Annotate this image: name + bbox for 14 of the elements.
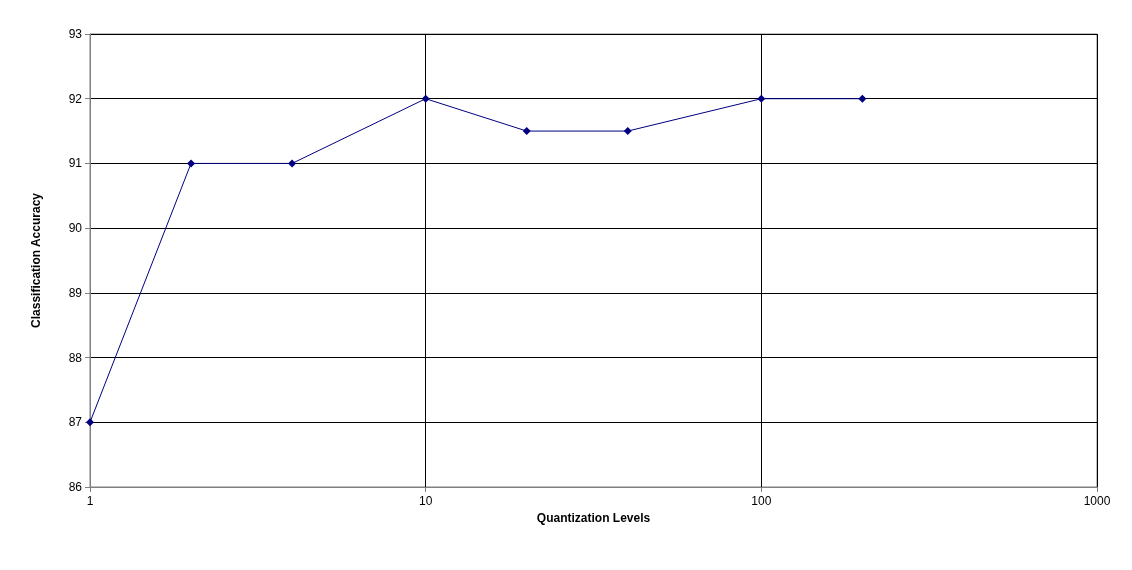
y-tick-label: 87 (68, 415, 83, 430)
y-axis-title: Classification Accuracy (29, 192, 43, 328)
x-tick-label: 10 (418, 494, 433, 508)
x-tick-label: 1000 (1083, 494, 1111, 508)
x-axis-title: Quantization Levels (536, 510, 651, 525)
x-tick-label: 1 (86, 494, 94, 508)
y-tick-label: 89 (68, 285, 83, 300)
y-tick-label: 93 (68, 27, 83, 41)
y-tick-label: 86 (68, 480, 83, 494)
y-tick-label: 91 (68, 156, 83, 171)
y-tick-label: 88 (68, 350, 83, 365)
x-tick-label: 100 (751, 494, 772, 508)
y-tick-label: 90 (68, 221, 83, 236)
y-tick-label: 92 (68, 91, 83, 106)
